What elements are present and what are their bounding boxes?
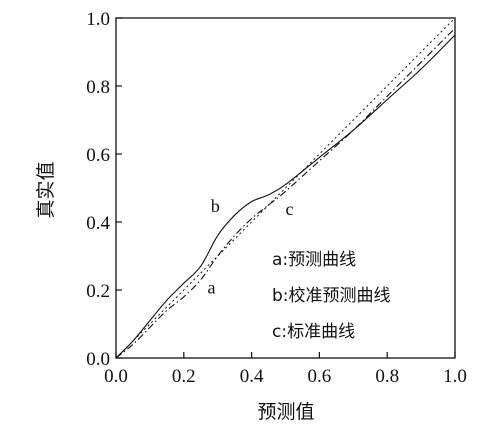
- series-a-line: [115, 27, 456, 359]
- y-tick-label: 0.2: [86, 281, 110, 302]
- x-tick-label: 0.2: [172, 366, 196, 387]
- x-tick-label: 0.0: [104, 366, 128, 387]
- plot-border: [115, 17, 456, 359]
- legend-item-a: a:预测曲线: [272, 250, 356, 270]
- axis-ticks: [115, 17, 456, 359]
- legend-item-c: c:标准曲线: [272, 322, 355, 342]
- plot-frame: [115, 17, 456, 359]
- series-c-line: [115, 17, 456, 359]
- y-tick-label: 0.8: [86, 77, 110, 98]
- annotation-c: c: [286, 199, 294, 219]
- annotation-a: a: [208, 277, 216, 297]
- y-tick-label: 1.0: [86, 9, 110, 30]
- tick-labels: 0.0 0.2 0.4 0.6 0.8 1.0 0.0 0.2 0.4 0.6 0.8 1.0: [86, 9, 467, 387]
- x-tick-label: 0.8: [375, 366, 399, 387]
- series-b-line: [115, 34, 456, 359]
- annotation-b: b: [211, 196, 220, 216]
- x-tick-label: 1.0: [443, 366, 467, 387]
- x-tick-label: 0.4: [240, 366, 264, 387]
- series-layer: [115, 17, 456, 359]
- y-axis-title: 真实值: [35, 161, 57, 218]
- x-axis-title: 预测值: [257, 401, 314, 423]
- y-tick-label: 0.0: [86, 349, 110, 370]
- x-tick-label: 0.6: [308, 366, 332, 387]
- y-tick-label: 0.6: [86, 145, 110, 166]
- y-tick-label: 0.4: [86, 213, 110, 234]
- legend-item-b: b:校准预测曲线: [272, 286, 391, 306]
